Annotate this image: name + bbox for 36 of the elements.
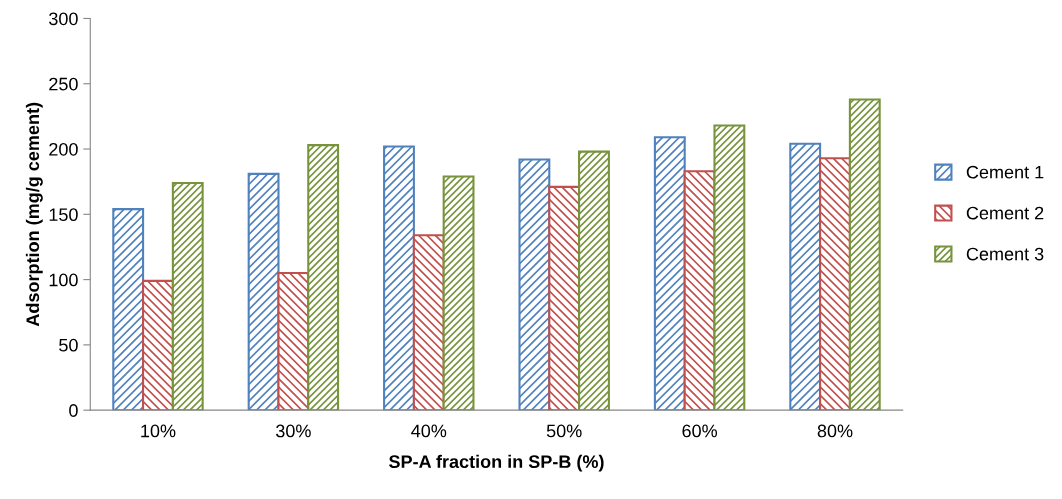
x-tick-label: 50% — [546, 424, 582, 438]
bar — [171, 181, 204, 411]
bar — [518, 158, 551, 411]
bar — [789, 142, 822, 411]
bar — [307, 144, 340, 411]
legend-label: Cement 1 — [966, 165, 1044, 179]
y-axis-title: Adsorption (mg/g cement) — [25, 102, 43, 327]
x-axis-title: SP-A fraction in SP-B (%) — [389, 454, 604, 472]
y-tick-label: 150 — [49, 208, 78, 222]
y-tick-label: 0 — [69, 404, 78, 417]
x-tick-label: 80% — [817, 424, 853, 438]
bar — [277, 272, 310, 411]
bar — [653, 136, 686, 411]
bar — [578, 150, 610, 411]
x-tick-label: 30% — [276, 424, 311, 438]
x-tick-label: 40% — [411, 424, 447, 438]
legend-label: Cement 2 — [966, 206, 1044, 220]
y-tick-label: 50 — [59, 338, 78, 352]
legend-label: Cement 3 — [966, 247, 1044, 261]
x-tick-label: 10% — [141, 424, 176, 438]
bar — [819, 157, 851, 411]
y-tick-label: 100 — [49, 273, 78, 287]
bar — [247, 172, 280, 411]
bar — [848, 98, 881, 411]
bar — [383, 145, 415, 411]
bar — [112, 208, 145, 411]
y-tick-label: 200 — [49, 142, 78, 156]
y-tick-label: 300 — [49, 12, 78, 26]
bar — [442, 175, 475, 411]
bar — [713, 124, 746, 411]
bar — [683, 170, 716, 411]
x-tick-label: 60% — [682, 424, 718, 438]
bar — [412, 234, 445, 411]
y-tick-label: 250 — [49, 77, 78, 91]
bar — [548, 185, 581, 411]
bar — [142, 279, 174, 411]
